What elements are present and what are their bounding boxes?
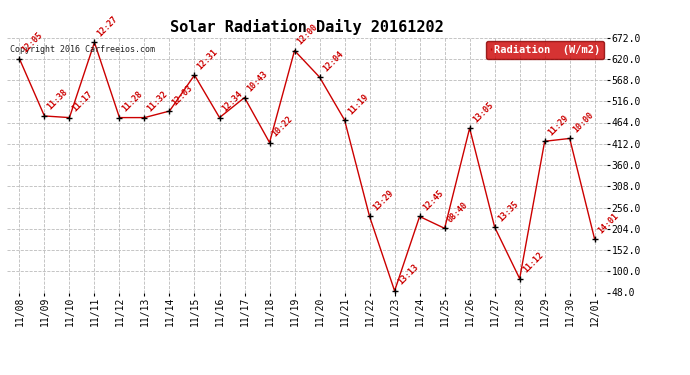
Text: 13:05: 13:05 <box>471 100 495 124</box>
Text: 12:45: 12:45 <box>421 188 445 212</box>
Text: 13:29: 13:29 <box>371 188 395 212</box>
Text: 13:35: 13:35 <box>496 199 520 223</box>
Text: 12:04: 12:04 <box>321 49 345 73</box>
Legend: Radiation  (W/m2): Radiation (W/m2) <box>486 40 604 59</box>
Text: 12:34: 12:34 <box>221 90 245 114</box>
Text: 10:43: 10:43 <box>246 69 270 93</box>
Text: 12:27: 12:27 <box>96 14 120 38</box>
Text: 12:03: 12:03 <box>170 83 195 107</box>
Text: 14:01: 14:01 <box>596 211 620 235</box>
Text: 11:12: 11:12 <box>521 251 545 274</box>
Text: 11:28: 11:28 <box>121 90 145 114</box>
Text: 08:40: 08:40 <box>446 200 470 224</box>
Text: 11:17: 11:17 <box>70 90 95 114</box>
Text: 11:32: 11:32 <box>146 90 170 114</box>
Text: 12:00: 12:00 <box>296 22 320 46</box>
Text: 10:22: 10:22 <box>270 114 295 138</box>
Text: 12:31: 12:31 <box>196 47 220 71</box>
Text: 11:19: 11:19 <box>346 92 370 116</box>
Text: 10:00: 10:00 <box>571 110 595 134</box>
Text: 12:05: 12:05 <box>21 31 45 55</box>
Title: Solar Radiation Daily 20161202: Solar Radiation Daily 20161202 <box>170 19 444 35</box>
Text: Copyright 2016 Carfreeios.com: Copyright 2016 Carfreeios.com <box>10 45 155 54</box>
Text: 13:13: 13:13 <box>396 263 420 287</box>
Text: 11:38: 11:38 <box>46 88 70 112</box>
Text: 11:29: 11:29 <box>546 113 570 137</box>
